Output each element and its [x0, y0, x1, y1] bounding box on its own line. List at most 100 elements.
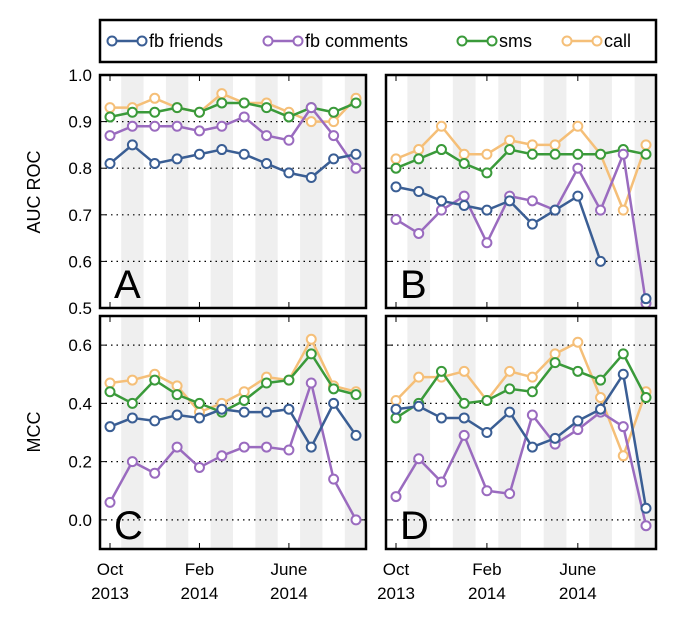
panel-B: B: [384, 73, 658, 310]
data-point-call: [305, 116, 317, 128]
series-fb-friends: [104, 397, 362, 453]
data-point-call: [595, 392, 607, 404]
data-point-sms: [328, 383, 340, 395]
data-point-call: [617, 450, 629, 462]
data-point-fb-friends: [549, 432, 561, 444]
data-point-call: [216, 88, 228, 100]
legend: fb friends fb comments sms call: [98, 18, 658, 64]
data-point-call: [481, 148, 493, 160]
xtick-label: 2014: [468, 584, 506, 603]
legend-item-fb-friends: fb friends: [106, 31, 223, 51]
legend-item-fb-comments: fb comments: [262, 31, 408, 51]
data-point-sms: [481, 167, 493, 179]
month-band: [121, 316, 144, 549]
legend-marker-fb-friends: [136, 35, 148, 47]
data-point-call: [549, 139, 561, 151]
data-point-sms: [526, 148, 538, 160]
series-fb-friends: [104, 139, 362, 184]
series-sms: [390, 144, 652, 179]
data-point-sms: [640, 392, 652, 404]
data-point-sms: [504, 144, 516, 156]
legend-label-call: call: [604, 31, 631, 51]
data-point-fb-friends: [413, 186, 425, 197]
data-point-sms: [193, 397, 205, 409]
xtick-label: Feb: [185, 560, 214, 579]
data-point-call: [572, 120, 584, 132]
data-point-fb-friends: [640, 502, 652, 514]
data-point-fb-friends: [149, 158, 161, 170]
xtick-label: Oct: [383, 560, 410, 579]
xtick-label: 2014: [270, 584, 308, 603]
data-point-fb-friends: [261, 158, 273, 170]
xtick-label: 2014: [181, 584, 219, 603]
ytick-label: 1.0: [68, 66, 92, 85]
data-point-fb-comments: [238, 111, 250, 123]
data-point-fb-comments: [305, 102, 317, 114]
data-point-fb-comments: [193, 461, 205, 473]
data-point-sms: [435, 144, 447, 156]
data-point-call: [435, 120, 447, 132]
month-band: [498, 316, 521, 549]
data-point-call: [305, 333, 317, 345]
data-point-call: [328, 116, 340, 128]
legend-label-sms: sms: [499, 31, 532, 51]
series-sms: [390, 348, 652, 424]
data-point-fb-friends: [283, 167, 295, 179]
data-point-sms: [104, 386, 116, 398]
series-line-fb-friends: [395, 185, 602, 262]
panel-letter: C: [114, 504, 143, 548]
data-point-fb-comments: [283, 134, 295, 146]
ytick-label: 0.4: [68, 394, 92, 413]
data-point-sms: [526, 386, 538, 398]
month-band: [543, 75, 567, 308]
data-point-fb-comments: [350, 162, 362, 174]
data-point-fb-friends: [328, 397, 340, 409]
xtick-label: 2014: [559, 584, 597, 603]
series-sms: [104, 348, 362, 418]
data-point-fb-friends: [390, 181, 402, 193]
legend-marker-call: [561, 35, 573, 47]
data-point-fb-comments: [572, 162, 584, 174]
month-band: [589, 316, 612, 549]
data-point-fb-comments: [305, 377, 317, 389]
data-point-call: [504, 134, 516, 146]
data-point-fb-comments: [435, 204, 447, 216]
data-point-fb-friends: [572, 190, 584, 202]
data-point-fb-comments: [458, 190, 470, 202]
data-point-sms: [572, 365, 584, 377]
data-point-sms: [458, 397, 470, 409]
legend-marker-sms: [486, 35, 498, 47]
data-point-fb-friends: [435, 195, 447, 207]
xtick-label: Feb: [472, 560, 501, 579]
data-point-sms: [104, 111, 116, 123]
data-point-call: [458, 365, 470, 377]
data-point-fb-comments: [104, 130, 116, 142]
data-point-fb-friends: [193, 412, 205, 424]
data-point-fb-friends: [617, 368, 629, 380]
ytick-label: 0.6: [68, 336, 92, 355]
data-point-call: [526, 139, 538, 151]
data-point-call: [171, 380, 183, 392]
data-point-sms: [328, 106, 340, 118]
data-point-sms: [216, 97, 228, 109]
month-band: [589, 75, 612, 308]
panel-frame: [384, 73, 658, 310]
data-point-fb-comments: [595, 204, 607, 216]
month-band: [165, 316, 189, 549]
data-point-call: [617, 204, 629, 216]
data-point-sms: [458, 158, 470, 170]
data-point-sms: [549, 148, 561, 160]
data-point-fb-comments: [640, 520, 652, 532]
data-point-sms: [149, 106, 161, 118]
data-point-fb-comments: [617, 421, 629, 433]
data-point-sms: [390, 412, 402, 424]
data-point-fb-comments: [149, 120, 161, 132]
data-point-fb-comments: [390, 491, 402, 503]
data-point-fb-comments: [458, 429, 470, 441]
data-point-fb-friends: [504, 406, 516, 418]
ytick-label: 0.0: [68, 511, 92, 530]
data-point-call: [640, 139, 652, 151]
legend-marker-fb-comments: [292, 35, 304, 47]
data-point-fb-comments: [261, 441, 273, 453]
